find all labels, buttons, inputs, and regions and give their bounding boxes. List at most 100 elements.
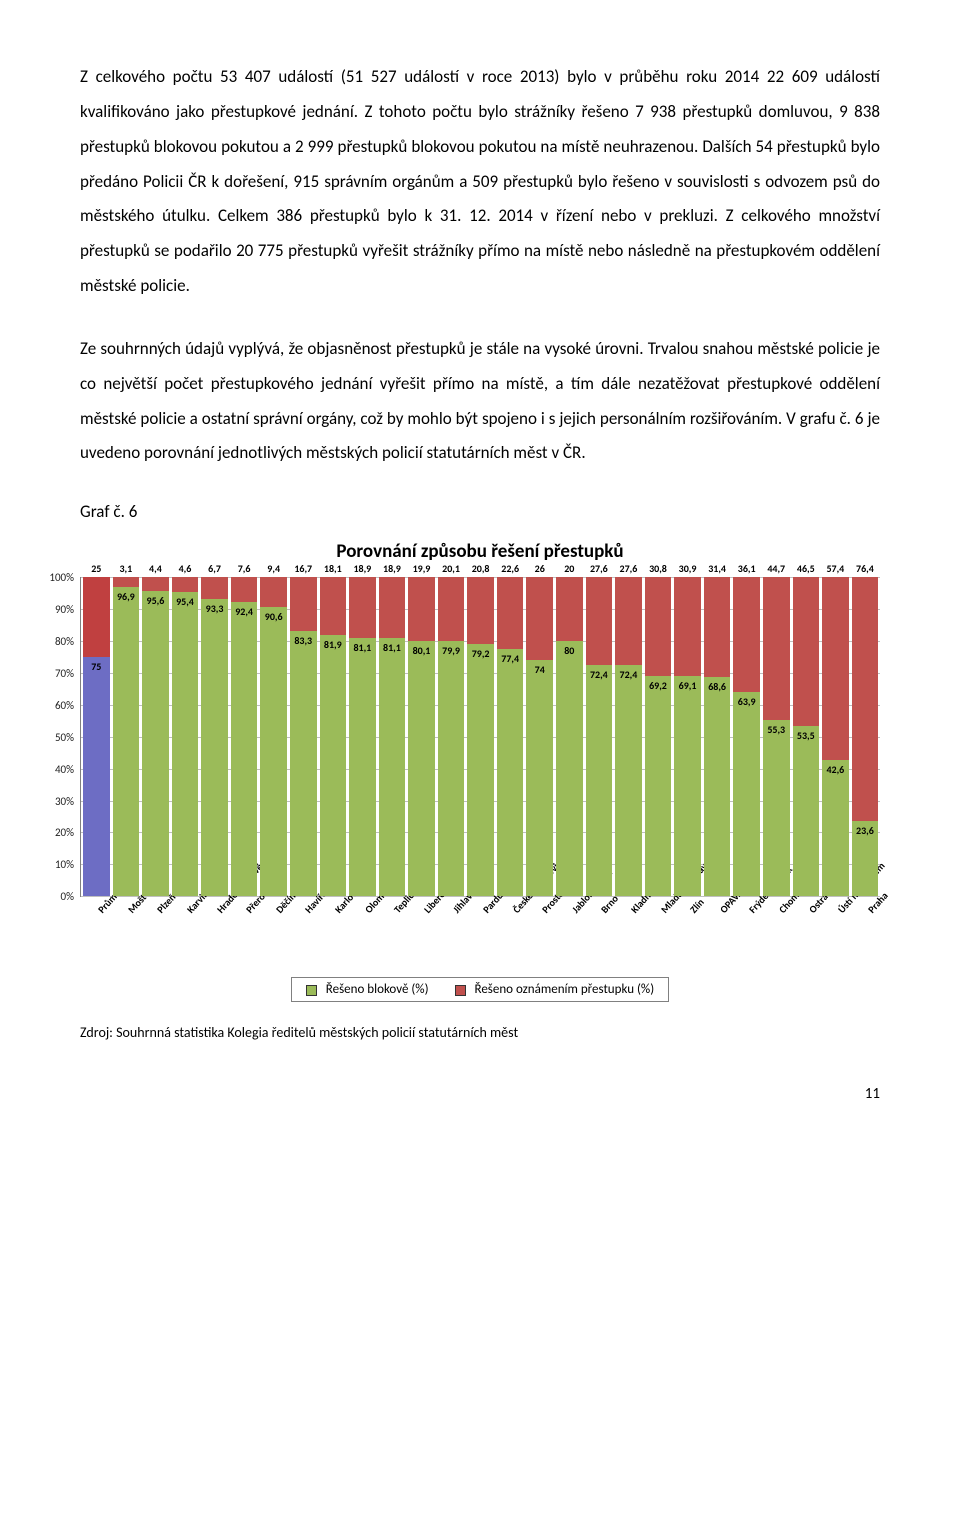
bar-top-value: 16,7 xyxy=(294,562,312,575)
y-tick: 100% xyxy=(38,571,74,584)
bar-top-value: 25 xyxy=(91,562,101,575)
bar-bottom-segment: 79,2 xyxy=(467,644,494,897)
x-label: Karviná xyxy=(171,899,198,977)
bar-top-segment: 19,9 xyxy=(408,577,435,640)
x-label: Plzeň xyxy=(141,899,168,977)
bar-bottom-value: 79,2 xyxy=(472,647,490,660)
bar-top-segment: 20 xyxy=(556,577,583,641)
bar-bottom-value: 90,6 xyxy=(265,610,283,623)
bar-bottom-segment: 69,1 xyxy=(674,676,701,896)
y-tick: 20% xyxy=(38,826,74,839)
x-label: Zlín xyxy=(674,899,701,977)
bar-top-segment: 16,7 xyxy=(290,577,317,630)
bar-bottom-segment: 93,3 xyxy=(201,599,228,897)
bar-column: 80,1 19,9 xyxy=(408,577,435,896)
bar-top-value: 31,4 xyxy=(708,562,726,575)
bar-bottom-value: 63,9 xyxy=(738,695,756,708)
bar-bottom-segment: 72,4 xyxy=(615,665,642,896)
x-label: Mladá Boleslav xyxy=(644,899,671,977)
x-label: Teplice xyxy=(378,899,405,977)
page-number: 11 xyxy=(80,1085,880,1103)
bar-column: 7426 xyxy=(526,577,553,896)
legend-swatch-a xyxy=(306,985,317,996)
bar-bottom-segment: 90,6 xyxy=(260,607,287,896)
x-label: Olomouc xyxy=(348,899,375,977)
bar-bottom-segment: 68,6 xyxy=(704,677,731,896)
bar-bottom-value: 80,1 xyxy=(413,644,431,657)
y-axis: 100%90%80%70%60%50%40%30%20%10%0% xyxy=(38,571,74,903)
y-tick: 0% xyxy=(38,890,74,903)
bar-top-segment: 27,6 xyxy=(586,577,613,665)
bar-bottom-segment: 81,9 xyxy=(320,635,347,896)
bar-bottom-value: 79,9 xyxy=(442,644,460,657)
bar-top-value: 4,4 xyxy=(149,562,162,575)
bar-bottom-value: 23,6 xyxy=(856,824,874,837)
bar-top-value: 30,9 xyxy=(679,562,697,575)
bar-bottom-value: 81,1 xyxy=(353,641,371,654)
bar-top-value: 3,1 xyxy=(119,562,132,575)
bar-bottom-segment: 74 xyxy=(526,660,553,896)
bar-bottom-segment: 75 xyxy=(83,657,110,896)
x-label: Jihlava xyxy=(437,899,464,977)
bar-top-segment: 27,6 xyxy=(615,577,642,665)
y-tick: 80% xyxy=(38,635,74,648)
paragraph-2: Ze souhrnných údajů vyplývá, že objasněn… xyxy=(80,332,880,471)
legend-label-a: Řešeno blokově (%) xyxy=(326,982,429,997)
bar-bottom-value: 95,4 xyxy=(176,595,194,608)
bar-top-value: 20,8 xyxy=(472,562,490,575)
x-label: Děčín xyxy=(260,899,287,977)
bar-bottom-segment: 63,9 xyxy=(733,692,760,896)
bar-top-segment: 31,4 xyxy=(704,577,731,677)
bar-bottom-value: 53,5 xyxy=(797,729,815,742)
bar-top-value: 22,6 xyxy=(501,562,519,575)
bar-column: 79,9 20,1 xyxy=(438,577,465,896)
bar-column: 55,344,7 xyxy=(763,577,790,896)
bar-column: 95,64,4 xyxy=(142,577,169,896)
bar-bottom-segment: 72,4 xyxy=(586,665,613,896)
bar-top-value: 76,4 xyxy=(856,562,874,575)
bar-top-value: 46,5 xyxy=(797,562,815,575)
figure-label: Graf č. 6 xyxy=(80,501,880,522)
bar-column: 83,316,7 xyxy=(290,577,317,896)
bar-top-segment: 44,7 xyxy=(763,577,790,720)
bar-bottom-segment: 95,6 xyxy=(142,591,169,896)
bar-top-segment: 46,5 xyxy=(793,577,820,725)
bar-bottom-value: 72,4 xyxy=(620,668,638,681)
x-label: Prostějov xyxy=(526,899,553,977)
bar-bottom-value: 81,9 xyxy=(324,638,342,651)
x-label: Brno xyxy=(585,899,612,977)
bar-top-segment: 7,6 xyxy=(231,577,258,601)
bar-bottom-value: 95,6 xyxy=(147,594,165,607)
bar-top-value: 18,9 xyxy=(383,562,401,575)
x-label: Mošt xyxy=(112,899,139,977)
bar-bottom-value: 96,9 xyxy=(117,590,135,603)
x-label: České Budějovice xyxy=(496,899,523,977)
bar-top-segment: 20,1 xyxy=(438,577,465,641)
bar-bottom-segment: 80 xyxy=(556,641,583,896)
bar-bottom-value: 93,3 xyxy=(206,602,224,615)
bar-column: 7525 xyxy=(83,577,110,896)
bar-top-segment: 18,1 xyxy=(320,577,347,635)
x-label: Jablonec n/N xyxy=(556,899,583,977)
bar-bottom-segment: 96,9 xyxy=(113,587,140,896)
bar-column: 79,2 20,8 xyxy=(467,577,494,896)
bar-top-value: 27,6 xyxy=(620,562,638,575)
bar-top-value: 20 xyxy=(564,562,574,575)
paragraph-1: Z celkového počtu 53 407 událostí (51 52… xyxy=(80,60,880,304)
x-label: Karlovy Vary xyxy=(319,899,346,977)
y-tick: 90% xyxy=(38,603,74,616)
bar-bottom-segment: 83,3 xyxy=(290,631,317,897)
bar-bottom-value: 80 xyxy=(564,644,574,657)
bar-top-value: 7,6 xyxy=(238,562,251,575)
bar-column: 81,118,9 xyxy=(349,577,376,896)
bar-bottom-value: 81,1 xyxy=(383,641,401,654)
chart-container: Porovnání způsobu řešení přestupků 100%9… xyxy=(80,540,880,1002)
x-label: OPAVA xyxy=(703,899,730,977)
x-label: Chomutov xyxy=(763,899,790,977)
bar-column: 63,936,1 xyxy=(733,577,760,896)
bar-column: 69,130,9 xyxy=(674,577,701,896)
bar-top-segment: 20,8 xyxy=(467,577,494,643)
bar-column: 81,9 18,1 xyxy=(320,577,347,896)
bar-column: 81,118,9 xyxy=(379,577,406,896)
x-label: Pardubice xyxy=(467,899,494,977)
